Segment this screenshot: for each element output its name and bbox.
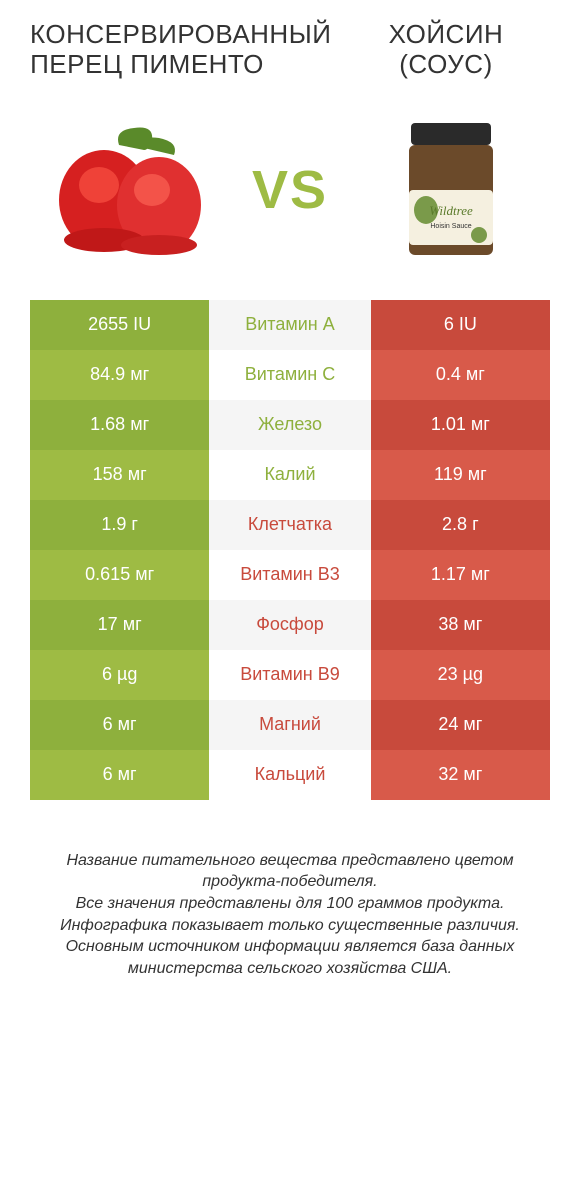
table-row: 6 мгМагний24 мг: [30, 700, 550, 750]
nutrient-label: Кальций: [209, 750, 370, 800]
table-row: 0.615 мгВитамин B31.17 мг: [30, 550, 550, 600]
footer-line: Инфографика показывает только существенн…: [40, 915, 540, 937]
svg-text:Hoisin Sauce: Hoisin Sauce: [431, 223, 472, 230]
right-value: 23 µg: [371, 650, 550, 700]
table-row: 6 мгКальций32 мг: [30, 750, 550, 800]
comparison-table: 2655 IUВитамин A6 IU84.9 мгВитамин C0.4 …: [30, 300, 550, 800]
left-value: 6 µg: [30, 650, 209, 700]
titles-row: КОНСЕРВИРОВАННЫЙ ПЕРЕЦ ПИМЕНТО ХОЙСИН (С…: [30, 20, 550, 80]
right-value: 2.8 г: [371, 500, 550, 550]
table-row: 17 мгФосфор38 мг: [30, 600, 550, 650]
table-row: 6 µgВитамин B923 µg: [30, 650, 550, 700]
right-title: ХОЙСИН (СОУС): [342, 20, 550, 80]
nutrient-label: Витамин B9: [209, 650, 370, 700]
images-row: VS Wildtree Hoisin Sauce: [30, 100, 550, 300]
left-value: 6 мг: [30, 700, 209, 750]
nutrient-label: Железо: [209, 400, 370, 450]
table-row: 158 мгКалий119 мг: [30, 450, 550, 500]
right-value: 6 IU: [371, 300, 550, 350]
nutrient-label: Магний: [209, 700, 370, 750]
left-value: 158 мг: [30, 450, 209, 500]
left-value: 84.9 мг: [30, 350, 209, 400]
svg-text:Wildtree: Wildtree: [429, 203, 473, 218]
nutrient-label: Фосфор: [209, 600, 370, 650]
right-value: 1.01 мг: [371, 400, 550, 450]
footer-notes: Название питательного вещества представл…: [30, 850, 550, 980]
right-value: 1.17 мг: [371, 550, 550, 600]
left-value: 1.68 мг: [30, 400, 209, 450]
left-value: 17 мг: [30, 600, 209, 650]
right-value: 38 мг: [371, 600, 550, 650]
table-row: 1.9 гКлетчатка2.8 г: [30, 500, 550, 550]
footer-line: Все значения представлены для 100 граммо…: [40, 893, 540, 915]
right-value: 32 мг: [371, 750, 550, 800]
table-row: 84.9 мгВитамин C0.4 мг: [30, 350, 550, 400]
left-value: 0.615 мг: [30, 550, 209, 600]
left-value: 6 мг: [30, 750, 209, 800]
pepper-icon: [44, 120, 214, 260]
nutrient-label: Витамин C: [209, 350, 370, 400]
footer-line: Основным источником информации является …: [40, 936, 540, 979]
right-value: 0.4 мг: [371, 350, 550, 400]
nutrient-label: Витамин A: [209, 300, 370, 350]
right-value: 119 мг: [371, 450, 550, 500]
table-row: 2655 IUВитамин A6 IU: [30, 300, 550, 350]
left-value: 1.9 г: [30, 500, 209, 550]
vs-label: VS: [252, 159, 328, 221]
left-title: КОНСЕРВИРОВАННЫЙ ПЕРЕЦ ПИМЕНТО: [30, 20, 264, 80]
nutrient-label: Витамин B3: [209, 550, 370, 600]
right-product-image: Wildtree Hoisin Sauce: [352, 110, 550, 270]
right-value: 24 мг: [371, 700, 550, 750]
jar-icon: Wildtree Hoisin Sauce: [391, 115, 511, 265]
left-value: 2655 IU: [30, 300, 209, 350]
left-product-image: [30, 110, 228, 270]
footer-line: Название питательного вещества представл…: [40, 850, 540, 893]
table-row: 1.68 мгЖелезо1.01 мг: [30, 400, 550, 450]
nutrient-label: Калий: [209, 450, 370, 500]
nutrient-label: Клетчатка: [209, 500, 370, 550]
